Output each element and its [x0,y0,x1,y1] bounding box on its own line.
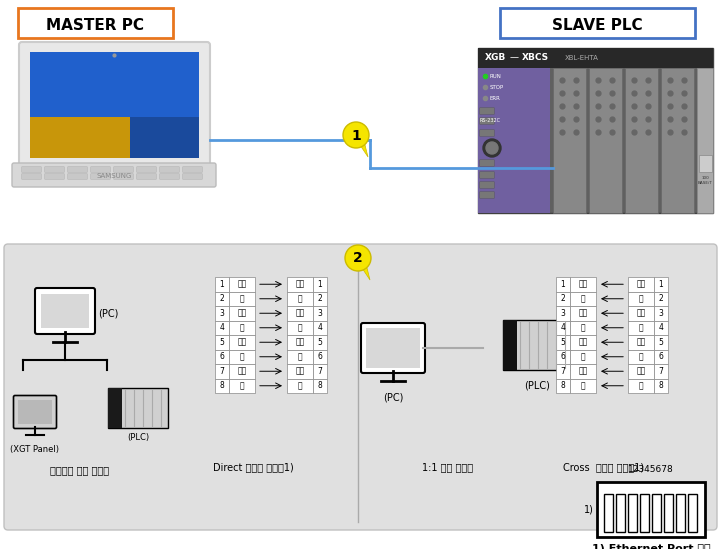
FancyBboxPatch shape [361,323,425,373]
FancyBboxPatch shape [654,335,668,350]
Text: 청: 청 [298,323,302,332]
Text: RS-232C: RS-232C [479,117,500,122]
Text: 8: 8 [658,381,663,390]
Text: 2: 2 [658,294,663,303]
Text: 네트워크 연결 구성도: 네트워크 연결 구성도 [50,465,110,475]
Text: 6: 6 [220,352,224,361]
Text: 백녹: 백녹 [637,280,645,289]
FancyBboxPatch shape [313,335,327,350]
Text: XGB: XGB [485,53,506,63]
Text: 황: 황 [639,352,643,361]
FancyBboxPatch shape [108,388,168,428]
Text: 백갈: 백갈 [637,367,645,376]
Text: 갈: 갈 [298,381,302,390]
FancyBboxPatch shape [182,167,203,172]
FancyBboxPatch shape [628,306,654,321]
Text: 1) Ethernet Port 번호: 1) Ethernet Port 번호 [592,544,711,549]
FancyBboxPatch shape [229,306,255,321]
Text: 7: 7 [658,367,663,376]
FancyBboxPatch shape [570,306,596,321]
Text: 백황: 백황 [296,280,305,289]
Text: 갈: 갈 [639,381,643,390]
Text: 6: 6 [658,352,663,361]
Text: 1: 1 [658,280,663,289]
FancyBboxPatch shape [313,378,327,393]
FancyBboxPatch shape [570,350,596,364]
Text: 백녹: 백녹 [237,309,247,318]
Text: 7: 7 [220,367,224,376]
FancyBboxPatch shape [478,48,713,213]
FancyBboxPatch shape [654,364,668,378]
FancyBboxPatch shape [556,292,570,306]
FancyBboxPatch shape [699,154,712,171]
Text: 5: 5 [317,338,322,347]
Text: MASTER PC: MASTER PC [46,18,144,32]
FancyBboxPatch shape [313,321,327,335]
FancyBboxPatch shape [287,292,313,306]
Text: 황: 황 [580,294,585,303]
FancyBboxPatch shape [22,173,41,180]
Circle shape [486,142,498,154]
FancyBboxPatch shape [215,378,229,393]
FancyBboxPatch shape [616,494,625,532]
FancyBboxPatch shape [556,378,570,393]
Circle shape [345,245,371,271]
Text: 2: 2 [318,294,322,303]
FancyBboxPatch shape [4,244,717,530]
Text: (PLC): (PLC) [127,433,149,442]
FancyBboxPatch shape [313,277,327,292]
Text: 녹: 녹 [239,352,244,361]
FancyBboxPatch shape [22,167,41,172]
Text: 3: 3 [220,309,224,318]
FancyBboxPatch shape [313,350,327,364]
Text: —: — [510,53,519,63]
FancyBboxPatch shape [215,306,229,321]
Text: 3: 3 [560,309,565,318]
FancyBboxPatch shape [366,328,420,368]
Polygon shape [362,268,370,280]
Text: 1: 1 [318,280,322,289]
FancyBboxPatch shape [18,400,52,424]
Text: 백갈: 백갈 [237,367,247,376]
FancyBboxPatch shape [570,321,596,335]
Text: 갈: 갈 [239,381,244,390]
FancyBboxPatch shape [159,167,180,172]
FancyBboxPatch shape [108,388,122,428]
Text: 7: 7 [317,367,322,376]
Text: ERR: ERR [490,96,501,101]
Text: 1): 1) [584,504,594,514]
FancyBboxPatch shape [697,68,713,213]
Text: 백황: 백황 [237,280,247,289]
FancyBboxPatch shape [287,335,313,350]
FancyBboxPatch shape [625,68,658,213]
FancyBboxPatch shape [628,292,654,306]
FancyBboxPatch shape [215,350,229,364]
FancyBboxPatch shape [654,277,668,292]
FancyBboxPatch shape [287,277,313,292]
Text: 백청: 백청 [578,338,588,347]
Text: 2: 2 [561,294,565,303]
FancyBboxPatch shape [628,350,654,364]
Text: 청: 청 [239,323,244,332]
Text: (PC): (PC) [98,308,118,318]
Text: XBCS: XBCS [522,53,549,63]
Text: Direct 케이블 배선도1): Direct 케이블 배선도1) [213,462,293,472]
Text: 8: 8 [318,381,322,390]
FancyBboxPatch shape [604,494,613,532]
FancyBboxPatch shape [556,306,570,321]
FancyBboxPatch shape [570,277,596,292]
Text: 백갈: 백갈 [578,367,588,376]
Text: 5: 5 [658,338,663,347]
Text: 2: 2 [353,251,363,266]
FancyBboxPatch shape [500,8,695,38]
Text: 청: 청 [639,323,643,332]
FancyBboxPatch shape [229,292,255,306]
FancyBboxPatch shape [159,173,180,180]
Text: SAMSUNG: SAMSUNG [97,173,132,179]
FancyBboxPatch shape [628,321,654,335]
Text: 4: 4 [317,323,322,332]
FancyBboxPatch shape [652,494,661,532]
FancyBboxPatch shape [229,335,255,350]
Text: RUN: RUN [490,74,502,79]
